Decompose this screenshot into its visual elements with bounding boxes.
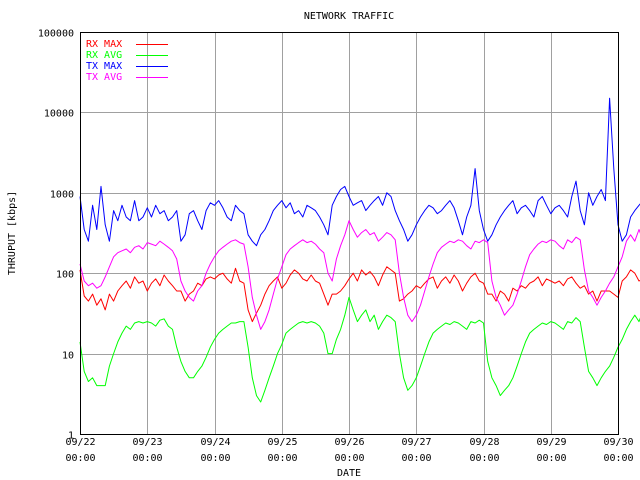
x-tick-date: 09/24 bbox=[200, 437, 230, 448]
x-tick-time: 00:00 bbox=[267, 453, 297, 464]
x-tick-date: 09/22 bbox=[65, 437, 95, 448]
y-tick-label: 10 bbox=[62, 351, 74, 362]
x-tick-date: 09/30 bbox=[603, 437, 633, 448]
y-tick-label: 1 bbox=[68, 431, 74, 442]
series-line-tx-avg bbox=[79, 220, 640, 330]
series-line-rx-avg bbox=[79, 296, 640, 403]
x-tick-time: 00:00 bbox=[469, 453, 499, 464]
x-tick-date: 09/25 bbox=[267, 437, 297, 448]
x-tick-date: 09/29 bbox=[536, 437, 566, 448]
series-line-tx-max bbox=[79, 97, 640, 247]
y-tick-label: 100 bbox=[56, 270, 74, 281]
x-tick-labels: 09/22 00:00 09/23 00:00 09/24 00:00 09/25 00:00… bbox=[65, 437, 633, 464]
x-tick-time: 00:00 bbox=[334, 453, 364, 464]
x-tick-time: 00:00 bbox=[603, 453, 633, 464]
x-tick-date: 09/28 bbox=[469, 437, 499, 448]
legend-label: TX AVG bbox=[86, 72, 122, 83]
x-tick-date: 09/23 bbox=[132, 437, 162, 448]
series-line-rx-max bbox=[79, 266, 640, 323]
y-axis-label: THRUPUT [kbps] bbox=[7, 191, 18, 275]
legend-label: RX AVG bbox=[86, 50, 122, 61]
x-tick-time: 00:00 bbox=[65, 453, 95, 464]
series-lines bbox=[79, 97, 640, 403]
y-tick-label: 10000 bbox=[44, 109, 74, 120]
plot-area-frame bbox=[80, 32, 619, 435]
legend-label: RX MAX bbox=[86, 39, 122, 50]
x-tick-date: 09/27 bbox=[401, 437, 431, 448]
x-axis-label: DATE bbox=[337, 468, 361, 479]
x-tick-time: 00:00 bbox=[200, 453, 230, 464]
y-tick-labels: 1 10 100 1000 10000 100000 bbox=[38, 29, 74, 442]
x-tick-time: 00:00 bbox=[132, 453, 162, 464]
x-tick-date: 09/26 bbox=[334, 437, 364, 448]
y-tick-label: 1000 bbox=[50, 190, 74, 201]
x-tick-time: 00:00 bbox=[536, 453, 566, 464]
x-tick-time: 00:00 bbox=[401, 453, 431, 464]
y-tick-label: 100000 bbox=[38, 29, 74, 40]
chart-title: NETWORK TRAFFIC bbox=[304, 11, 394, 22]
legend-label: TX MAX bbox=[86, 61, 122, 72]
